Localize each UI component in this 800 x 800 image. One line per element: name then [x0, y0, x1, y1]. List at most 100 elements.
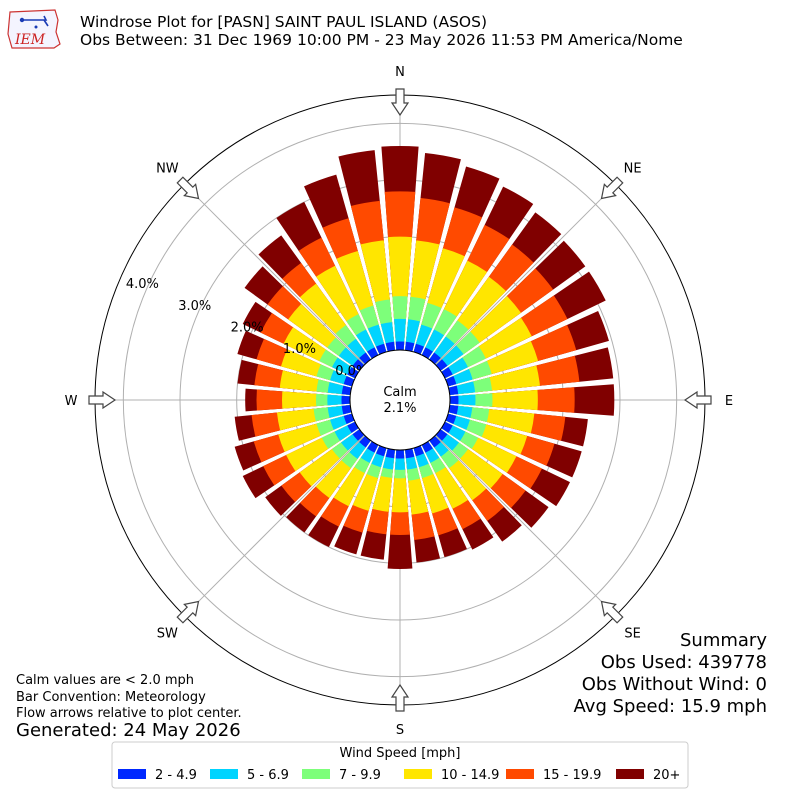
direction-bar [449, 384, 615, 416]
bar-segment [341, 405, 352, 415]
flow-arrow [176, 600, 200, 624]
direction-bar [237, 330, 355, 387]
direction-bar [244, 266, 365, 371]
direction-bar [445, 310, 609, 387]
bar-segment [367, 441, 379, 453]
calm-value: 2.1% [383, 401, 416, 416]
bar-segment [395, 449, 405, 459]
chart-subtitle: Obs Between: 31 Dec 1969 10:00 PM - 23 M… [80, 31, 683, 49]
flow-arrow [683, 390, 712, 410]
calm-label: Calm [383, 385, 416, 400]
legend-label: 7 - 9.9 [339, 768, 381, 783]
flow-arrow [600, 176, 624, 200]
bar-segment [395, 341, 405, 351]
bar-segment [343, 413, 355, 424]
direction-bar [237, 359, 352, 395]
direction-label: NE [624, 161, 642, 176]
bar-segment [341, 385, 352, 395]
bar-segment [445, 376, 457, 387]
flow-arrow [390, 683, 410, 712]
legend-item: 2 - 4.9 [118, 768, 197, 783]
direction-bar [234, 413, 355, 471]
bar-segment [448, 405, 459, 415]
summary-title: Summary [680, 630, 767, 651]
chart-title: Windrose Plot for [PASN] SAINT PAUL ISLA… [80, 13, 487, 31]
grid-spoke [183, 435, 365, 617]
iem-logo: IEM [7, 9, 61, 49]
legend-item: 10 - 14.9 [404, 768, 499, 783]
direction-label: S [396, 723, 404, 738]
bar-segment [341, 395, 351, 405]
direction-bar [448, 347, 614, 395]
flow-arrows-note: Flow arrows relative to plot center. [16, 706, 242, 721]
direction-bar [258, 235, 371, 365]
legend-swatch [506, 769, 534, 779]
radial-tick-label: 2.0% [231, 320, 264, 335]
grid-spoke [183, 183, 365, 365]
direction-bar [360, 448, 395, 560]
direction-bar [242, 421, 359, 499]
direction-bar [435, 240, 586, 371]
flow-arrow [600, 600, 624, 624]
bar-segment [449, 395, 459, 405]
radial-tick-label: 1.0% [283, 342, 316, 357]
direction-bar [441, 271, 606, 379]
legend-label: 15 - 19.9 [543, 768, 601, 783]
direction-bar [448, 405, 588, 447]
radial-tick-label: 4.0% [126, 277, 159, 292]
bar-segment [376, 343, 387, 355]
direction-bar [429, 212, 562, 365]
legend-swatch [302, 769, 330, 779]
direction-bar [304, 174, 387, 355]
bar-segment [405, 448, 415, 459]
flow-arrow [176, 176, 200, 200]
direction-bar [429, 435, 522, 542]
direction-label: SW [157, 627, 178, 642]
calm-circle [349, 349, 451, 451]
windrose-bars [234, 146, 615, 569]
direction-bar [265, 429, 365, 516]
legend-swatch [210, 769, 238, 779]
direction-label: N [395, 65, 405, 80]
logo-text: IEM [14, 32, 46, 48]
bar-segment [421, 347, 433, 359]
direction-bar [435, 429, 549, 528]
bar-segment [347, 421, 359, 433]
legend-item: 5 - 6.9 [210, 768, 289, 783]
direction-bar [334, 445, 387, 555]
direction-label: W [65, 394, 78, 409]
direction-bar [308, 441, 379, 548]
generated-date: Generated: 24 May 2026 [16, 720, 241, 741]
direction-label: SE [624, 627, 640, 642]
bar-segment [421, 441, 433, 453]
legend-items: 2 - 4.9 5 - 6.9 7 - 9.9 10 - 14.9 15 - 19.9 2… [118, 768, 680, 783]
bar-segment [413, 445, 424, 457]
direction-bar [405, 152, 461, 352]
legend-label: 10 - 14.9 [441, 768, 499, 783]
bar-segment [441, 421, 453, 433]
grid-spoke [435, 183, 617, 365]
bar-segment [388, 236, 412, 351]
direction-label: NW [156, 161, 179, 176]
bar-segment [376, 445, 387, 457]
bar-segment [385, 341, 395, 352]
flow-arrow [88, 390, 117, 410]
direction-bar [413, 166, 500, 355]
direction-bar [245, 388, 351, 412]
bar-segment [385, 448, 395, 459]
direction-bar [286, 435, 371, 533]
legend-swatch [118, 769, 146, 779]
direction-bar [445, 413, 582, 478]
legend-label: 2 - 4.9 [155, 768, 197, 783]
direction-bar [381, 146, 419, 351]
bar-segment [343, 376, 355, 387]
summary-obs-without-wind: Obs Without Wind: 0 [582, 674, 767, 695]
direction-bar [387, 449, 413, 569]
bar-segment [441, 367, 453, 379]
direction-label: E [725, 394, 733, 409]
legend-label: 20+ [653, 768, 680, 783]
legend-item: 20+ [616, 768, 680, 783]
grid-spoke [435, 435, 617, 617]
radial-tick-label: 3.0% [178, 299, 211, 314]
